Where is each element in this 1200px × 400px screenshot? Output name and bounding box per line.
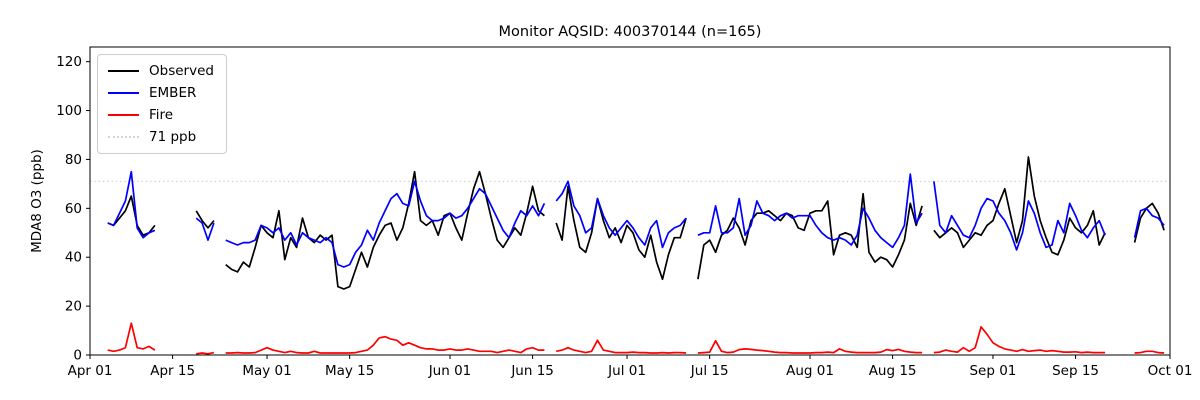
x-tick-label: Apr 01 — [68, 363, 113, 379]
x-tick-label: Jun 01 — [428, 363, 472, 379]
legend-item-71-ppb: 71 ppb — [108, 128, 214, 146]
y-tick-label: 120 — [56, 54, 82, 70]
x-tick-label: Jul 01 — [607, 363, 646, 379]
legend-line-sample — [108, 114, 139, 116]
x-tick-label: Aug 15 — [869, 363, 917, 379]
x-tick-label: May 01 — [242, 363, 291, 379]
y-tick-label: 100 — [56, 103, 82, 119]
legend-line-sample — [108, 92, 139, 94]
legend-label: 71 ppb — [149, 129, 197, 145]
legend-line-sample — [108, 70, 139, 72]
fire-line — [107, 322, 1165, 355]
x-tick-label: Sep 15 — [1052, 363, 1099, 379]
x-tick-label: Jun 15 — [510, 363, 554, 379]
chart-title: Monitor AQSID: 400370144 (n=165) — [498, 24, 762, 40]
x-tick-label: Sep 01 — [969, 363, 1016, 379]
y-tick-label: 0 — [73, 348, 82, 364]
x-tick-label: Jul 15 — [690, 363, 729, 379]
x-tick-label: Apr 15 — [150, 363, 195, 379]
y-tick-label: 60 — [65, 201, 82, 217]
legend-label: Observed — [149, 63, 214, 79]
legend-label: Fire — [149, 107, 174, 123]
y-tick-label: 20 — [65, 299, 82, 315]
y-tick-label: 40 — [65, 250, 82, 266]
legend: Observed EMBER Fire 71 ppb — [97, 54, 227, 154]
x-tick-label: May 15 — [325, 363, 374, 379]
ember-line — [107, 170, 1165, 268]
legend-item-ember: EMBER — [108, 84, 214, 102]
legend-line-sample — [108, 136, 139, 138]
y-tick-label: 80 — [65, 152, 82, 168]
x-tick-label: Aug 01 — [786, 363, 834, 379]
legend-label: EMBER — [149, 85, 197, 101]
legend-item-fire: Fire — [108, 106, 214, 124]
x-tick-label: Oct 01 — [1148, 363, 1193, 379]
legend-item-observed: Observed — [108, 62, 214, 80]
axes-box — [89, 46, 1171, 356]
observed-line — [107, 156, 1165, 290]
